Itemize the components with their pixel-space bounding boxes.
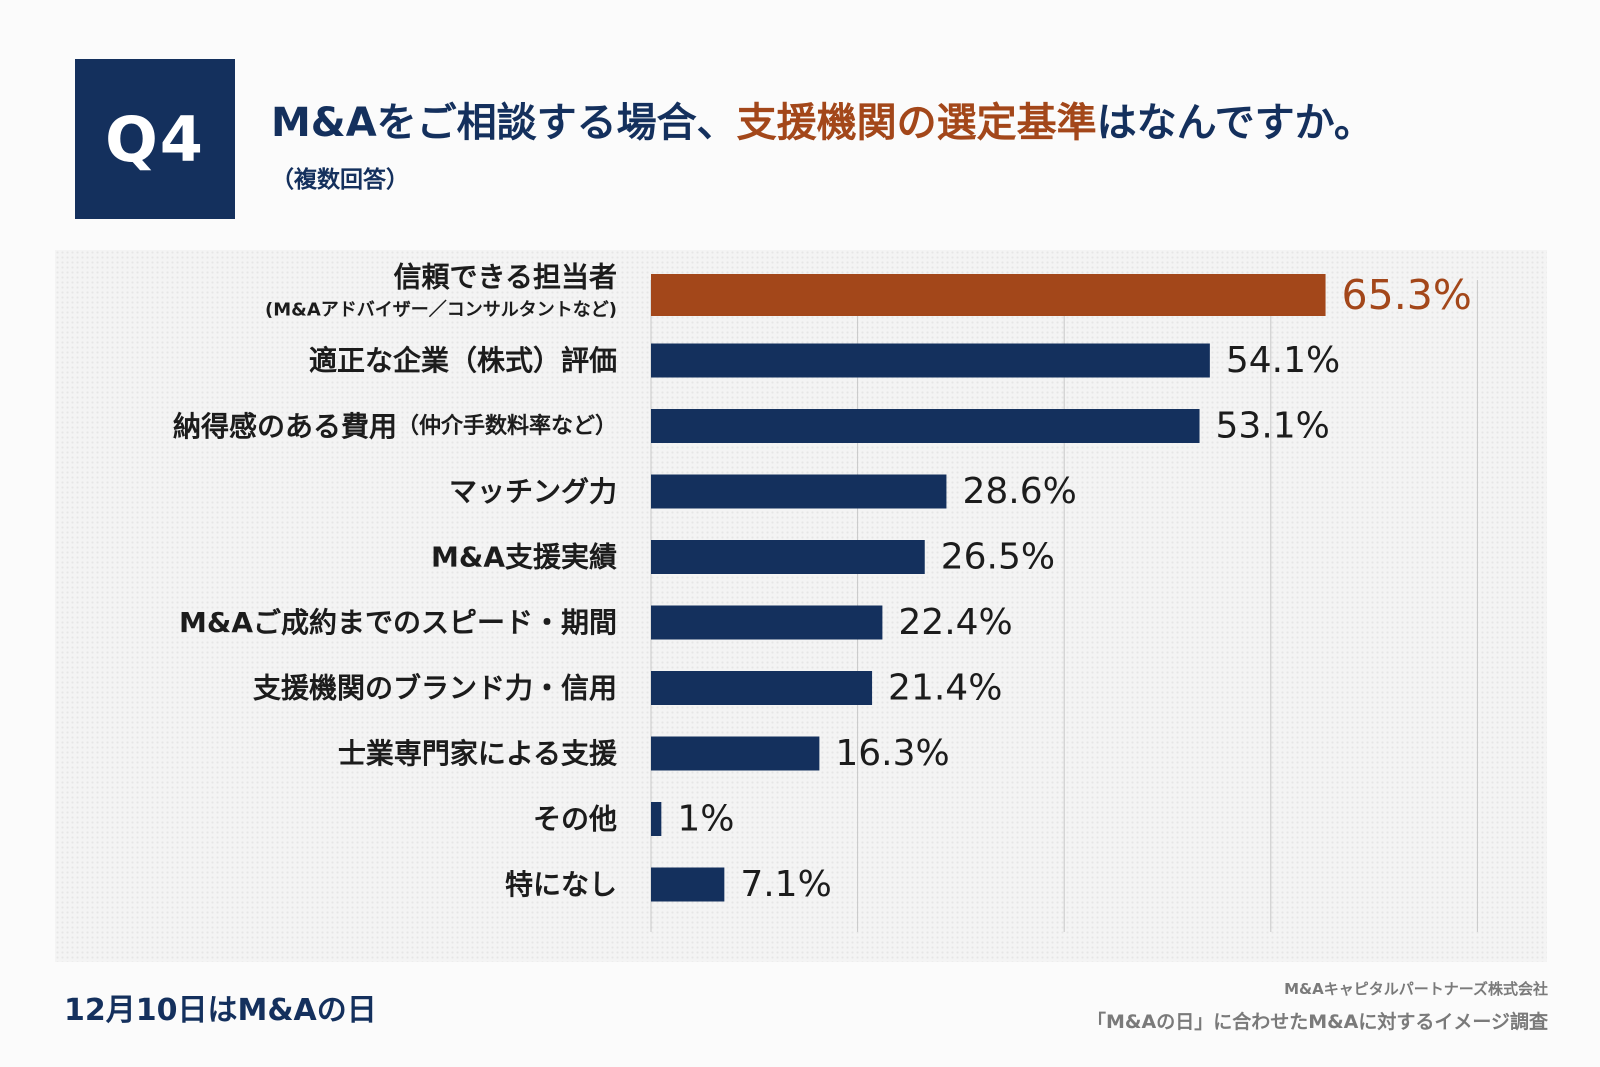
company-name: M&Aキャピタルパートナーズ株式会社 (1284, 980, 1548, 998)
bar-chart: 65.3% 信頼できる担当者 (M&Aアドバイザー／コンサルタントなど) 54.1% 適… (173, 261, 1478, 932)
category-label: M&Aご成約までのスピード・期間 (179, 606, 617, 639)
bar (651, 802, 662, 836)
category-label: 支援機関のブランド力・信用 (253, 672, 617, 705)
data-label: 21.4% (888, 668, 1002, 709)
category-sublabel: (M&Aアドバイザー／コンサルタントなど) (265, 300, 617, 321)
bar (651, 540, 925, 574)
title-part-2: はなんですか。 (1096, 100, 1374, 146)
category-label-note: （仲介手数料率など） (397, 413, 617, 439)
question-number: Q4 (105, 102, 205, 176)
data-label: 22.4% (898, 602, 1012, 643)
category-label: マッチング力 (449, 475, 617, 508)
source-credit: M&Aキャピタルパートナーズ株式会社 「M&Aの日」に合わせたM&Aに対するイメ… (1087, 978, 1548, 1034)
data-label: 1% (677, 799, 734, 840)
bar (651, 274, 1326, 316)
title-part-1: M&Aをご相談する場合、 (271, 100, 737, 146)
bar (651, 867, 725, 902)
question-number-badge: Q4 (75, 59, 235, 219)
bar (651, 736, 820, 771)
page-subtitle: （複数回答） (271, 167, 409, 193)
data-label: 28.6% (962, 471, 1076, 512)
bar (651, 343, 1210, 378)
bar (651, 474, 947, 509)
page-title: M&Aをご相談する場合、支援機関の選定基準はなんですか。 (271, 90, 1374, 148)
category-label: 特になし (505, 868, 617, 901)
data-label: 54.1% (1226, 340, 1340, 381)
category-label: 適正な企業（株式）評価 (309, 344, 617, 377)
campaign-label: 12月10日はM&Aの日 (64, 993, 377, 1028)
category-label: その他 (533, 803, 617, 836)
category-label: 納得感のある費用（仲介手数料率など） (173, 410, 617, 443)
data-label: 65.3% (1342, 271, 1472, 319)
data-label: 53.1% (1216, 406, 1330, 447)
bar (651, 409, 1200, 443)
category-label-main: 納得感のある費用 (173, 410, 397, 443)
bar (651, 605, 883, 640)
category-label: M&A支援実績 (431, 541, 617, 574)
data-label: 7.1% (740, 864, 831, 905)
category-label: 士業専門家による支援 (338, 737, 618, 770)
data-label: 16.3% (835, 733, 949, 774)
survey-name: 「M&Aの日」に合わせたM&Aに対するイメージ調査 (1087, 1011, 1548, 1033)
category-label: 信頼できる担当者 (394, 261, 617, 294)
data-label: 26.5% (941, 537, 1055, 578)
chart-panel: 65.3% 信頼できる担当者 (M&Aアドバイザー／コンサルタントなど) 54.1% 適… (55, 250, 1547, 962)
bar (651, 671, 873, 705)
title-accent: 支援機関の選定基準 (736, 100, 1097, 146)
